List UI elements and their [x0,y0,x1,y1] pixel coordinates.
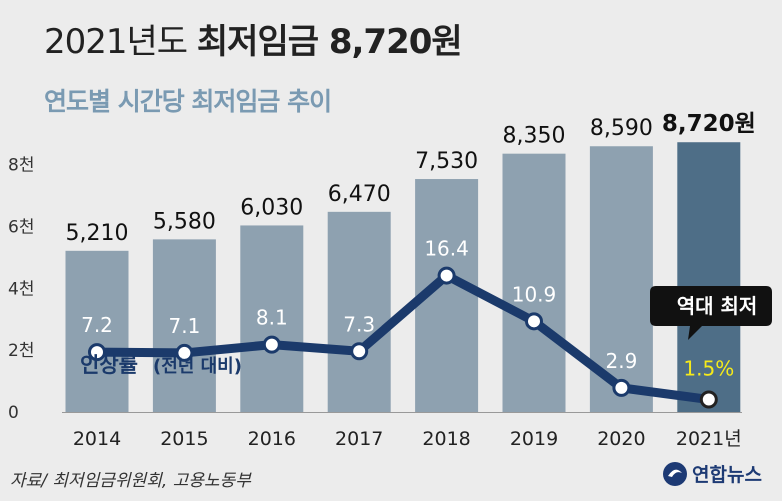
bar-value-label: 6,030 [240,195,303,220]
growth-rate-point [699,390,718,409]
title-main: 최저임금 8,720원 [196,22,463,62]
bar-value-label: 5,580 [153,209,216,234]
bar-value-label: 8,720원 [662,111,756,137]
growth-rate-label: 10.9 [512,282,557,306]
growth-rate-point [612,378,631,397]
x-tick-label: 2014 [73,428,121,450]
bar-value-label: 8,590 [590,116,653,141]
growth-rate-line [92,271,714,405]
y-tick-label: 2천 [8,341,34,361]
bar-2016 [240,225,304,412]
bar-2014 [65,250,129,412]
line-legend-sublabel: (전년 대비) [153,356,242,377]
growth-rate-label: 16.4 [424,237,469,261]
growth-rate-point [262,335,281,354]
growth-rate-point [437,266,456,285]
x-tick-label: 2020 [597,428,645,450]
logo-text: 연합뉴스 [692,464,762,486]
growth-rate-point [175,343,194,362]
growth-rate-label: 7.3 [343,312,375,336]
chart-subtitle: 연도별 시간당 최저임금 추이 [44,87,332,116]
growth-rate-label: 1.5% [683,357,734,381]
x-tick-label: 2016 [248,428,296,450]
x-tick-label: 2021년 [676,428,742,450]
x-tick-label: 2018 [422,428,470,450]
growth-rate-label: 7.1 [168,314,200,338]
growth-rate-point [88,343,106,362]
growth-rate-label: 8.1 [256,306,288,330]
bar-2015 [152,239,216,412]
x-tick-label: 2015 [160,428,208,450]
x-tick-label: 2017 [335,428,383,450]
callout-label: 역대 최저 [677,294,758,318]
y-tick-label: 6천 [8,217,34,237]
callout-bubble [650,286,772,340]
bar-value-label: 7,530 [415,149,478,174]
growth-rate-label: 2.9 [605,349,637,373]
title-year: 2021년도 [44,22,197,62]
bar-2017 [327,211,391,412]
x-tick-label: 2019 [510,428,558,450]
bar-value-label: 6,470 [328,182,391,207]
growth-rate-point [350,342,369,361]
y-tick-label: 0 [8,403,19,423]
line-legend-label: 인상률 [80,353,138,377]
y-tick-label: 8천 [8,156,34,176]
bar-2021년 [677,142,741,412]
bar-value-label: 8,350 [503,124,566,149]
yonhap-logo-icon [663,461,687,486]
page-title: 2021년도 최저임금 8,720원 [44,14,463,63]
bar-2019 [502,153,566,412]
bar-value-label: 5,210 [66,221,129,246]
source-note: 자료/ 최저임금위원회, 고용노동부 [10,471,251,491]
y-tick-label: 4천 [8,279,34,299]
growth-rate-label: 7.2 [81,313,113,337]
yonhap-logo: 연합뉴스 [662,460,762,487]
growth-rate-point [525,312,543,331]
